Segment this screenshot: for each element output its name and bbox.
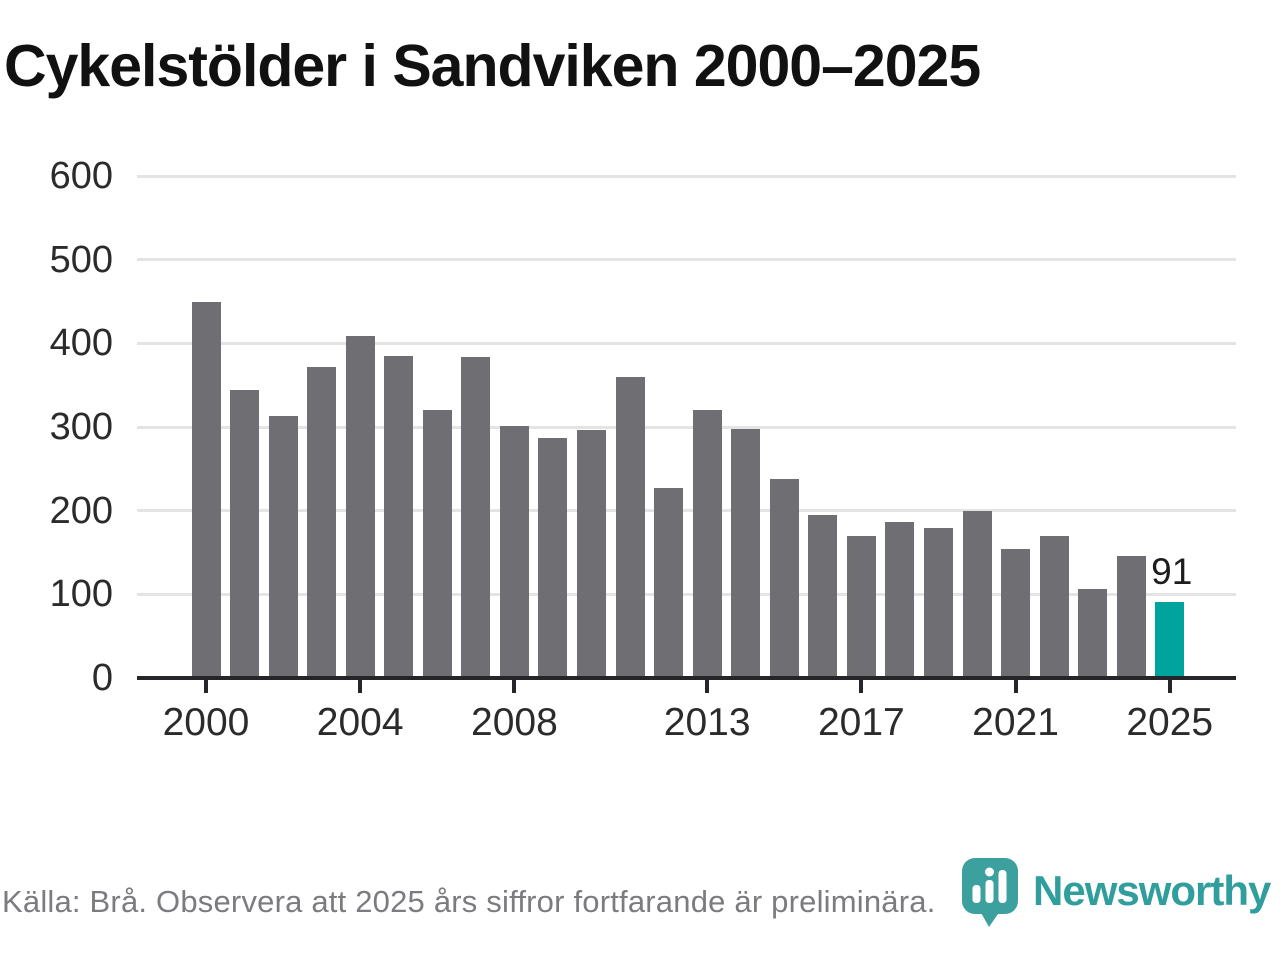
newsworthy-logo: Newsworthy: [962, 858, 1271, 928]
gridline: [137, 258, 1236, 262]
gridline: [137, 509, 1236, 513]
x-axis-label: 2000: [162, 701, 250, 744]
x-axis-tick: [358, 678, 363, 693]
y-axis-label: 200: [49, 489, 113, 532]
gridline: [137, 425, 1236, 429]
bar: [808, 514, 838, 678]
bar: [1116, 555, 1146, 678]
bar: [654, 488, 684, 678]
bar: [885, 521, 915, 678]
x-axis-tick: [204, 678, 208, 693]
chart-title: Cykelstölder i Sandviken 2000–2025: [4, 33, 981, 99]
bar: [499, 426, 529, 678]
x-axis-line: [137, 676, 1236, 680]
bar: [615, 376, 645, 678]
y-axis-label: 500: [49, 238, 113, 281]
bar: [692, 410, 722, 678]
y-axis-label: 600: [49, 155, 113, 197]
gridline: [137, 592, 1236, 596]
x-axis-tick: [1013, 678, 1018, 693]
x-axis-label: 2025: [1126, 701, 1214, 744]
y-axis-label: 400: [49, 322, 113, 365]
x-axis-tick: [1167, 678, 1172, 693]
bar: [191, 301, 221, 678]
bar: [962, 510, 992, 678]
x-axis-label: 2013: [663, 701, 751, 744]
y-axis-label: 300: [49, 406, 113, 448]
x-axis-label: 2008: [471, 701, 558, 744]
bar: [1001, 549, 1031, 678]
bar: [846, 535, 876, 678]
bar: [461, 356, 491, 678]
bar: [422, 410, 452, 678]
bar-highlighted: [1155, 601, 1185, 678]
newsworthy-badge-icon: [962, 858, 1018, 927]
source-note: Källa: Brå. Observera att 2025 års siffr…: [2, 884, 936, 919]
x-axis-tick: [859, 678, 864, 693]
bar: [345, 335, 375, 678]
gridline: [137, 341, 1236, 345]
gridline: [137, 174, 1236, 178]
x-axis-tick: [705, 678, 710, 693]
x-axis-tick: [512, 678, 517, 693]
y-axis-label: 100: [49, 573, 113, 616]
bar: [769, 478, 799, 678]
x-axis-label: 2017: [817, 701, 905, 744]
bar-value-label: 91: [1151, 551, 1193, 592]
bar: [1039, 535, 1069, 678]
x-axis-label: 2004: [316, 701, 404, 744]
bar: [1078, 589, 1108, 678]
x-axis-label: 2021: [972, 701, 1059, 744]
bar: [384, 355, 414, 678]
bar: [230, 390, 260, 678]
bar: [731, 428, 761, 678]
newsworthy-wordmark: Newsworthy: [1033, 867, 1271, 914]
bar: [923, 528, 953, 678]
y-axis-label: 0: [91, 657, 113, 699]
bar: [577, 429, 606, 678]
bar: [268, 416, 298, 678]
bar: [538, 437, 568, 678]
bar: [307, 366, 337, 678]
